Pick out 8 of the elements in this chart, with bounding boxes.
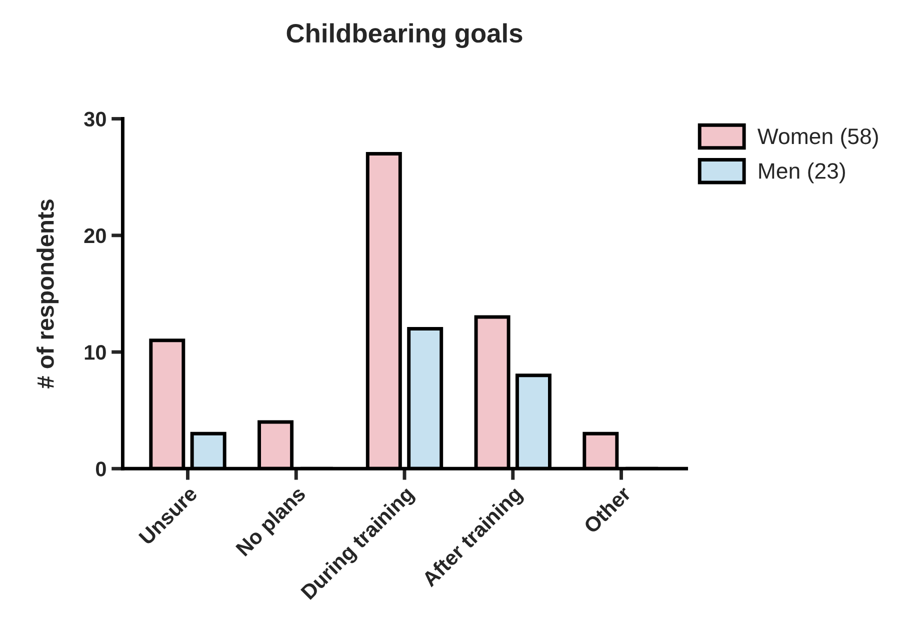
y-axis-title: # of respondents bbox=[36, 200, 59, 388]
legend-label: Men (23) bbox=[759, 162, 845, 184]
legend-label: Women (58) bbox=[758, 128, 878, 149]
chart-title: Childbearing goals bbox=[286, 23, 522, 48]
y-tick-label: 30 bbox=[84, 112, 106, 127]
y-tick-label: 0 bbox=[96, 462, 106, 476]
y-tick-label: 20 bbox=[84, 228, 106, 244]
y-tick-label: 10 bbox=[84, 345, 106, 360]
